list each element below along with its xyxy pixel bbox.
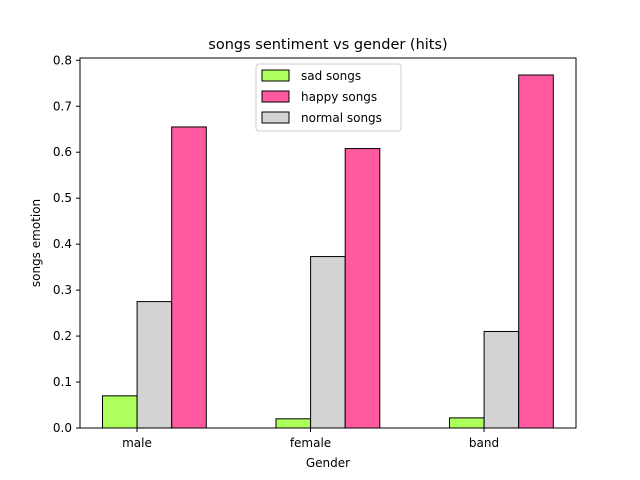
- bar-normal-songs-female: [310, 256, 346, 429]
- y-axis: 0.0 0.1 0.2 0.3 0.4 0.5 0.6 0.7 0.8: [53, 53, 80, 435]
- legend-label-sad-songs: sad songs: [301, 69, 361, 83]
- x-axis-label: Gender: [306, 456, 350, 470]
- y-tick-label: 0.1: [53, 375, 72, 389]
- y-tick-label: 0.3: [53, 283, 72, 297]
- legend-swatch-happy-songs: [261, 90, 290, 103]
- y-tick-label: 0.4: [53, 237, 72, 251]
- x-tick-label-band: band: [469, 436, 499, 450]
- bar-happy-songs-male: [171, 126, 207, 429]
- bars-group: [102, 74, 554, 429]
- x-tick-label-female: female: [290, 436, 331, 450]
- bar-normal-songs-band: [483, 330, 520, 429]
- legend-label-normal-songs: normal songs: [301, 111, 382, 125]
- x-tick-label-male: male: [122, 436, 152, 450]
- bar-normal-songs-male: [136, 301, 173, 429]
- y-tick-label: 0.5: [53, 191, 72, 205]
- legend-swatch-normal-songs: [261, 111, 290, 124]
- bar-sad-songs-band: [449, 417, 485, 429]
- legend-swatch-sad-songs: [261, 69, 290, 82]
- legend: sad songs happy songs normal songs: [255, 63, 402, 132]
- plot-frame: [79, 57, 577, 429]
- bar-happy-songs-band: [518, 74, 554, 429]
- y-axis-label: songs emotion: [29, 199, 43, 287]
- legend-label-happy-songs: happy songs: [301, 90, 377, 104]
- y-tick-label: 0.6: [53, 145, 72, 159]
- legend-box: [255, 63, 402, 132]
- bar-sad-songs-female: [275, 418, 312, 429]
- y-tick-label: 0.7: [53, 99, 72, 113]
- y-tick-label: 0.0: [53, 421, 72, 435]
- bar-happy-songs-female: [344, 148, 381, 429]
- x-axis: male female band: [122, 428, 499, 450]
- chart-title: songs sentiment vs gender (hits): [208, 37, 447, 53]
- y-tick-label: 0.2: [53, 329, 72, 343]
- y-tick-label: 0.8: [53, 53, 72, 67]
- bar-sad-songs-male: [102, 395, 138, 429]
